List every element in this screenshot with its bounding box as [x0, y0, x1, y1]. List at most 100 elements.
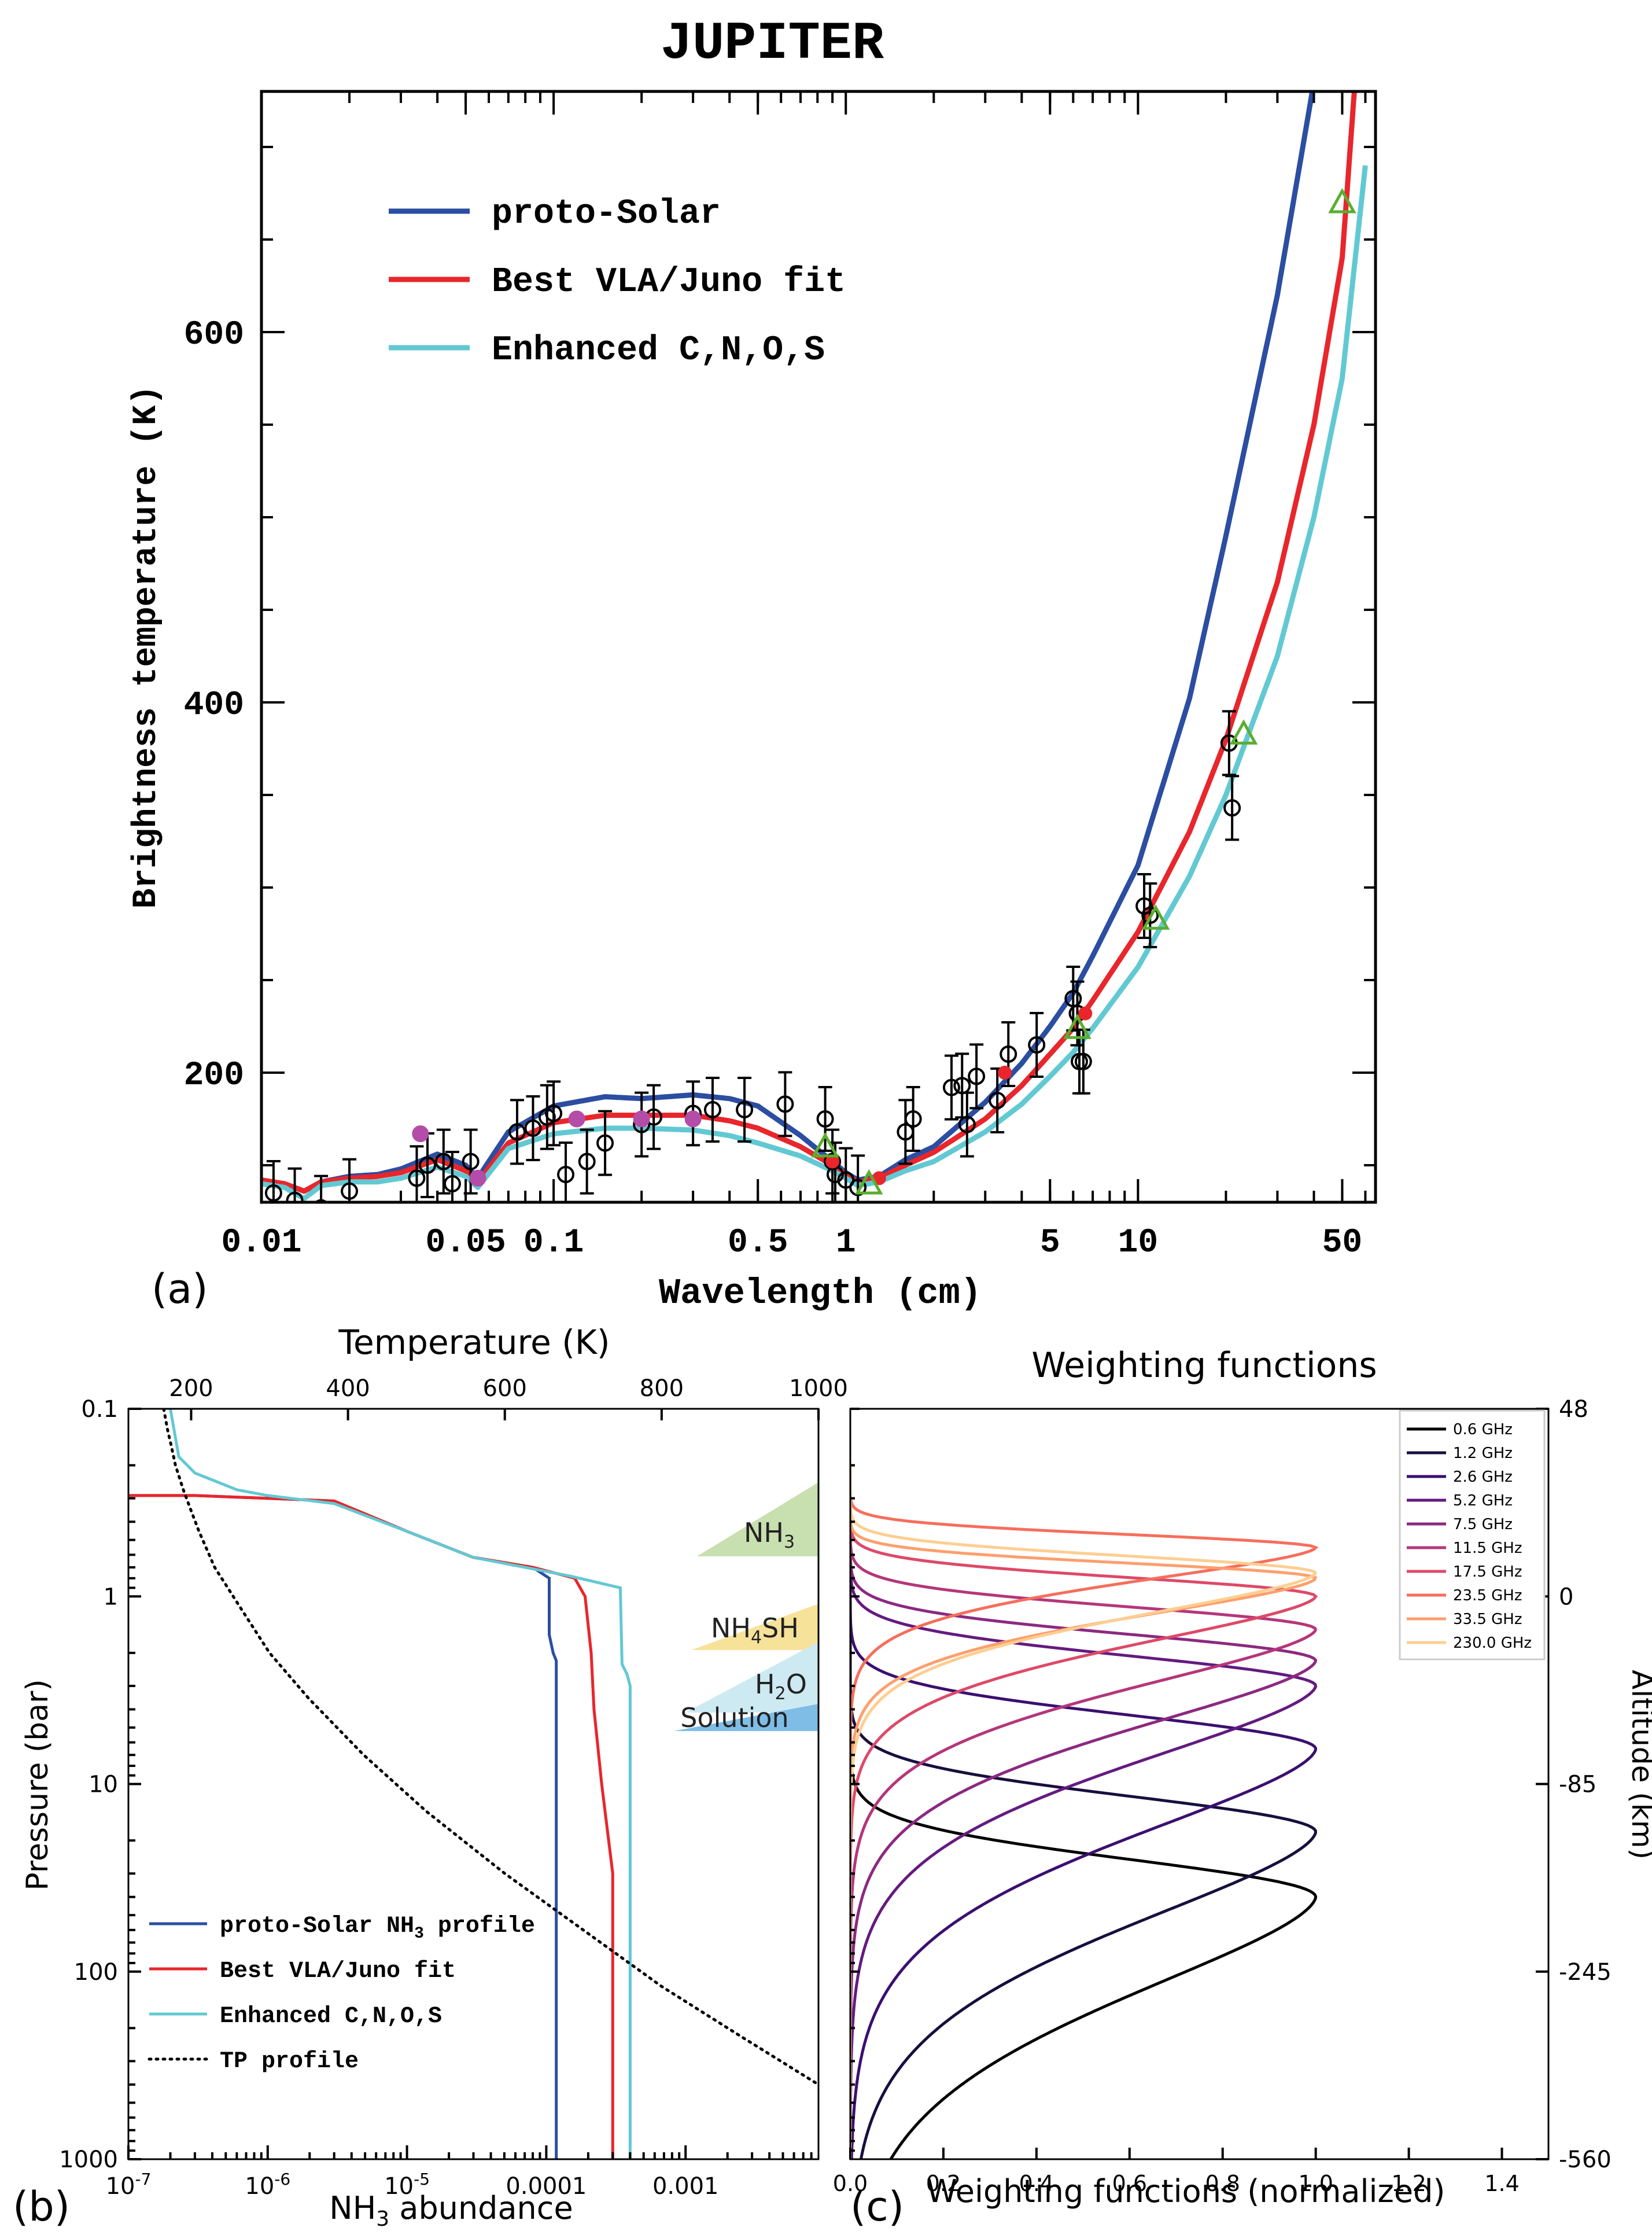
observation-green-triangle: [811, 1132, 839, 1158]
cloud-layer-nh3: NH3: [697, 1482, 818, 1556]
observation-marker: [264, 1184, 282, 1202]
panel-a-axes: 0.01 0.05 0.1 0.5 1 5 10 50 200 400 600: [184, 91, 1376, 1262]
observation-black-circle: [849, 1154, 867, 1202]
b-x-tick-exp: -7: [135, 2170, 151, 2189]
observation-black-circle: [557, 1142, 575, 1202]
observation-black-circle: [989, 1067, 1006, 1133]
x-tick-label: 50: [1322, 1224, 1363, 1262]
c-legend-label: 0.6 GHz: [1453, 1421, 1513, 1438]
observation-red-point: [825, 1154, 840, 1169]
observation-marker: [408, 1169, 426, 1187]
c-legend-label: 11.5 GHz: [1453, 1540, 1522, 1557]
observation-marker: [942, 1078, 960, 1096]
observation-black-circle: [1028, 1012, 1046, 1078]
y-tick-label: 400: [184, 687, 244, 724]
b-x-tick-label: 0.001: [652, 2173, 719, 2200]
observation-marker: [314, 1199, 328, 1202]
observation-magenta-circle: [412, 1125, 429, 1143]
observation-marker: [1028, 1036, 1046, 1054]
c-legend-label: 23.5 GHz: [1453, 1587, 1522, 1604]
b-y-tick-label: 100: [74, 1959, 118, 1986]
observation-black-circle: [1068, 980, 1086, 1047]
b-top-tick-label: 400: [326, 1375, 370, 1402]
b-top-tick-label: 1000: [789, 1375, 848, 1402]
observation-black-circle: [443, 1151, 461, 1202]
panel-c-ylabel-right: Altitude (km): [1625, 1670, 1652, 1860]
c-legend-label: 230.0 GHz: [1453, 1634, 1532, 1652]
b-x-tick-base: 10: [106, 2173, 135, 2200]
c-x-tick-label: 0.6: [1112, 2171, 1147, 2196]
observation-green-triangle: [1328, 187, 1356, 213]
observation-black-circle: [314, 1174, 329, 1202]
panel-b-xlabel-main: NH: [329, 2190, 376, 2226]
panel-a-frame: [260, 90, 1377, 1204]
observation-black-circle: [958, 1091, 976, 1158]
observation-marker: [816, 1110, 834, 1128]
observation-marker: [578, 1153, 596, 1170]
panel-c-xlabel: Weighting functions (normalized): [927, 2173, 1446, 2210]
panel-c: Weighting functions 0.0 0.2 0.4 0.6 0.8 1.0 1.…: [833, 1345, 1652, 2230]
panel-b-xlabel-tail: abundance: [389, 2190, 573, 2226]
panel-b-plot-area: [128, 1409, 818, 2159]
b-x-tick-base: 10: [245, 2173, 274, 2200]
b-x-tick-label: 10-7: [106, 2170, 152, 2200]
cloud-label-sub: 4: [751, 1628, 762, 1648]
observation-marker: [1141, 907, 1159, 924]
cloud-layer-shape: [685, 1642, 818, 1713]
observation-magenta-circle: [684, 1110, 702, 1128]
observation-green-triangle: [1063, 1014, 1092, 1039]
observation-marker: [524, 1120, 542, 1137]
observation-magenta-circle: [469, 1169, 486, 1187]
x-tick-label: 0.05: [425, 1224, 506, 1262]
cloud-layer-shape: [697, 1482, 818, 1556]
observation-green-triangle: [1229, 719, 1258, 745]
panel-a-ylabel: Brightness temperature (K): [128, 385, 165, 909]
observation-marker: [286, 1191, 304, 1202]
b-x-tick-label: 10-6: [245, 2170, 290, 2200]
observation-marker: [904, 1110, 922, 1128]
cloud-layer-solution: Solution: [674, 1702, 818, 1733]
b-x-tick-label: 0.0001: [506, 2173, 587, 2200]
x-tick-label: 0.01: [221, 1224, 301, 1262]
observation-marker: [776, 1095, 794, 1113]
panel-c-title: Weighting functions: [1031, 1345, 1377, 1386]
panel-b-frame: [127, 1408, 820, 2160]
panel-a-plot-area: [261, 91, 1368, 1202]
series-line-best-vla-juno-fit: [261, 91, 1357, 1194]
cloud-layer-nh4sh: NH4SH: [691, 1604, 818, 1650]
c-x-tick-label: 1.2: [1391, 2171, 1426, 2196]
observation-black-circle: [942, 1054, 960, 1121]
cloud-layer-label: H2O: [755, 1669, 807, 1704]
c-legend-label: 5.2 GHz: [1453, 1492, 1513, 1509]
observation-black-circle: [1074, 1028, 1092, 1095]
observation-black-circle: [1223, 775, 1241, 841]
b-x-tick-label: 10-5: [384, 2170, 430, 2200]
b-y-tick-label: 1000: [59, 2146, 118, 2173]
observation-marker: [596, 1134, 614, 1152]
c-x-tick-label: 0.8: [1205, 2171, 1240, 2196]
panel-a-label: (a): [152, 1265, 208, 1313]
observation-black-circle: [578, 1128, 596, 1195]
cloud-layer-h2o: H2O: [685, 1642, 818, 1713]
c-legend-label: 33.5 GHz: [1453, 1611, 1522, 1628]
legend-label: proto-Solar: [492, 194, 721, 234]
b-series-tp-profile: [162, 1409, 818, 2086]
panel-a-xlabel: Wavelength (cm): [659, 1273, 982, 1314]
cloud-label-main: H: [755, 1669, 775, 1700]
x-tick-label: 5: [1040, 1224, 1060, 1262]
observation-marker: [557, 1166, 575, 1183]
b-y-tick-label: 0.1: [81, 1396, 118, 1423]
panel-b-ylabel: Pressure (bar): [20, 1679, 55, 1890]
observation-green-triangle: [854, 1169, 883, 1195]
x-tick-label: 1: [836, 1224, 856, 1262]
cloud-label-tail: SH: [762, 1612, 799, 1644]
observation-marker: [462, 1153, 480, 1170]
observation-black-circle: [508, 1099, 526, 1165]
c-right-tick-label: -85: [1559, 1772, 1596, 1798]
observation-marker: [736, 1101, 754, 1118]
observation-green-triangle: [1141, 904, 1170, 930]
c-series-1-2-ghz: [850, 1465, 1317, 2159]
panel-b-legend: proto-Solar NH3 profile Best VLA/Juno fit…: [148, 1913, 535, 2075]
